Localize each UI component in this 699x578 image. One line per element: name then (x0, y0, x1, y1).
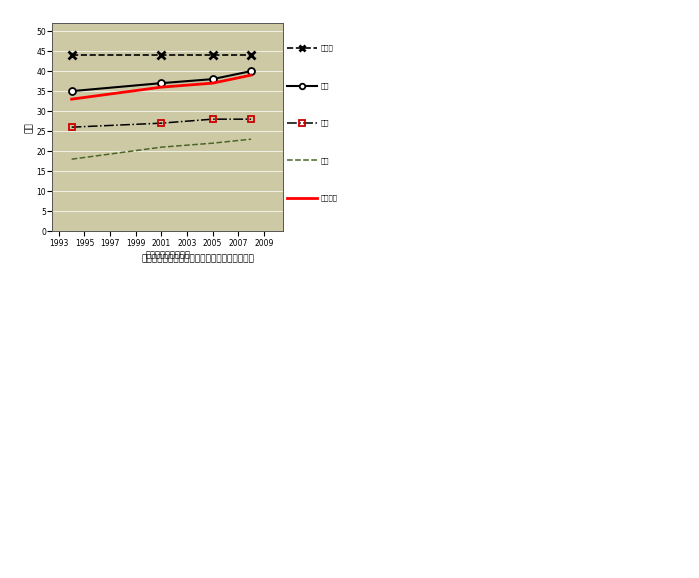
Text: 全体平均: 全体平均 (320, 195, 337, 201)
Text: 図１　水利施設の実耐用年数の長期化（実績）: 図１ 水利施設の実耐用年数の長期化（実績） (141, 254, 254, 264)
Y-axis label: 年数: 年数 (24, 122, 34, 132)
X-axis label: 調査時点（年度末）: 調査時点（年度末） (145, 251, 190, 260)
Text: 機場: 機場 (320, 120, 329, 127)
Text: 水門: 水門 (320, 82, 329, 89)
Text: 頭首工: 頭首工 (320, 45, 333, 51)
Text: 水路: 水路 (320, 157, 329, 164)
